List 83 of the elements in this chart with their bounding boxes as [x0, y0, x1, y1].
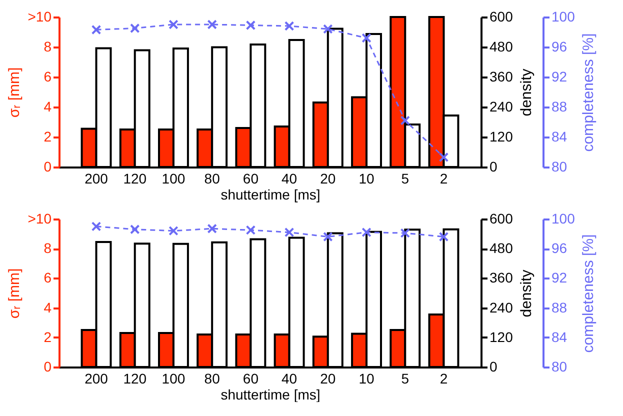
y-tick-label: 8 [44, 240, 52, 256]
point [168, 20, 178, 30]
x-tick-label: 60 [242, 170, 259, 186]
y3-tick-label: 80 [552, 358, 568, 374]
x-tick-label: 60 [242, 370, 259, 386]
y3-tick-label: 88 [552, 98, 568, 114]
y-tick-label: 2 [44, 328, 52, 345]
x-tick-label: 120 [123, 370, 147, 386]
y3-tick-label: 96 [552, 240, 568, 256]
y-axis-title: σᵣ [mm] [6, 67, 23, 118]
y-tick-label: >10 [28, 8, 52, 24]
point [284, 21, 294, 31]
x-tick-label: 40 [282, 170, 298, 186]
point [130, 224, 140, 234]
point [362, 33, 372, 43]
point [207, 224, 217, 234]
y2-tick-label: 360 [490, 270, 514, 286]
point [207, 20, 217, 30]
point [323, 232, 333, 242]
y2-axis-title: density [518, 269, 535, 318]
y3-tick-label: 84 [552, 128, 568, 144]
point [130, 23, 140, 34]
y3-tick-label: 92 [552, 270, 568, 286]
point [284, 227, 294, 238]
y3-tick-label: 100 [552, 210, 576, 226]
point [323, 24, 333, 34]
point [400, 116, 410, 126]
y-tick-label: 6 [44, 68, 52, 84]
y3-axis-title: completeness [%] [580, 234, 597, 353]
y2-tick-label: 600 [490, 8, 514, 24]
y2-tick-label: 360 [490, 68, 514, 84]
x-tick-label: 5 [401, 170, 410, 186]
y-tick-label: 4 [44, 98, 52, 114]
point [438, 232, 449, 242]
point [400, 228, 410, 238]
x-tick-label: 200 [84, 370, 108, 386]
y-tick-label: >10 [28, 210, 52, 226]
y2-tick-label: 120 [490, 128, 514, 144]
point [362, 227, 372, 238]
point [246, 225, 256, 235]
x-tick-label: 80 [204, 370, 220, 386]
y3-tick-label: 88 [552, 299, 568, 316]
y-tick-label: 2 [44, 128, 52, 144]
y2-tick-label: 600 [490, 210, 514, 226]
y2-tick-label: 240 [490, 299, 514, 316]
y2-axis-title: density [518, 68, 535, 116]
point [438, 152, 449, 162]
point [91, 24, 102, 35]
y2-tick-label: 0 [490, 358, 498, 374]
x-tick-label: 100 [162, 170, 186, 186]
x-tick-label: 40 [282, 370, 298, 386]
y-tick-label: 0 [44, 358, 52, 374]
y2-tick-label: 120 [490, 328, 514, 345]
y-tick-label: 6 [44, 270, 52, 286]
x-tick-label: 10 [358, 370, 375, 386]
y3-tick-label: 80 [552, 158, 568, 174]
x-tick-label: 5 [401, 370, 410, 386]
x-tick-label: 100 [162, 370, 186, 386]
point [91, 222, 102, 232]
y3-axis-title: completeness [%] [580, 33, 597, 152]
y3-tick-label: 84 [552, 328, 568, 345]
x-tick-label: 20 [320, 170, 336, 186]
y-tick-label: 4 [44, 299, 52, 316]
x-axis-title: shuttertime [ms] [220, 186, 320, 202]
y3-tick-label: 92 [552, 68, 568, 84]
y2-tick-label: 240 [490, 98, 514, 114]
x-tick-label: 120 [123, 170, 147, 186]
y-axis-title: σᵣ [mm] [6, 268, 23, 319]
y2-tick-label: 0 [490, 158, 498, 174]
point [246, 20, 256, 30]
y2-tick-label: 480 [490, 38, 514, 54]
x-tick-label: 10 [358, 170, 375, 186]
y3-tick-label: 100 [552, 8, 576, 24]
y3-tick-label: 96 [552, 38, 568, 54]
y2-tick-label: 480 [490, 240, 514, 256]
x-tick-label: 2 [440, 370, 448, 386]
y-tick-label: 8 [44, 38, 52, 54]
x-tick-label: 2 [440, 170, 448, 186]
x-tick-label: 80 [204, 170, 220, 186]
point [168, 226, 178, 236]
x-tick-label: 20 [320, 370, 336, 386]
y-tick-label: 0 [44, 158, 52, 174]
x-tick-label: 200 [84, 170, 108, 186]
